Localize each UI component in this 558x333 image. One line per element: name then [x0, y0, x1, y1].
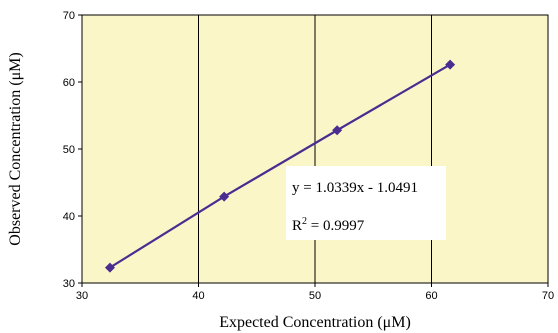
- y-tick-label: 40: [63, 211, 75, 223]
- x-tick-label: 70: [542, 290, 554, 302]
- trendline-r2: R2 = 0.9997: [292, 216, 365, 234]
- x-tick-label: 40: [192, 290, 204, 302]
- trendline-label: y = 1.0339x - 1.0491 R2 = 0.9997: [286, 166, 446, 240]
- y-tick-label: 50: [63, 144, 75, 156]
- y-axis-title: Observed Concentration (μM): [7, 52, 24, 245]
- data-point: [445, 59, 456, 70]
- x-tick-label: 50: [309, 290, 321, 302]
- x-tick-label: 60: [425, 290, 437, 302]
- x-axis-title: Expected Concentration (μM): [219, 314, 411, 331]
- x-tick-label: 30: [76, 290, 88, 302]
- data-point: [104, 262, 115, 273]
- y-tick-label: 30: [63, 278, 75, 290]
- trendline-equation: y = 1.0339x - 1.0491: [292, 180, 418, 196]
- series-line: [109, 63, 451, 269]
- trendline-label-box: [286, 166, 446, 240]
- data-point: [332, 125, 343, 136]
- y-tick-label: 60: [63, 77, 75, 89]
- data-point: [219, 191, 230, 202]
- y-tick-label: 70: [63, 10, 75, 22]
